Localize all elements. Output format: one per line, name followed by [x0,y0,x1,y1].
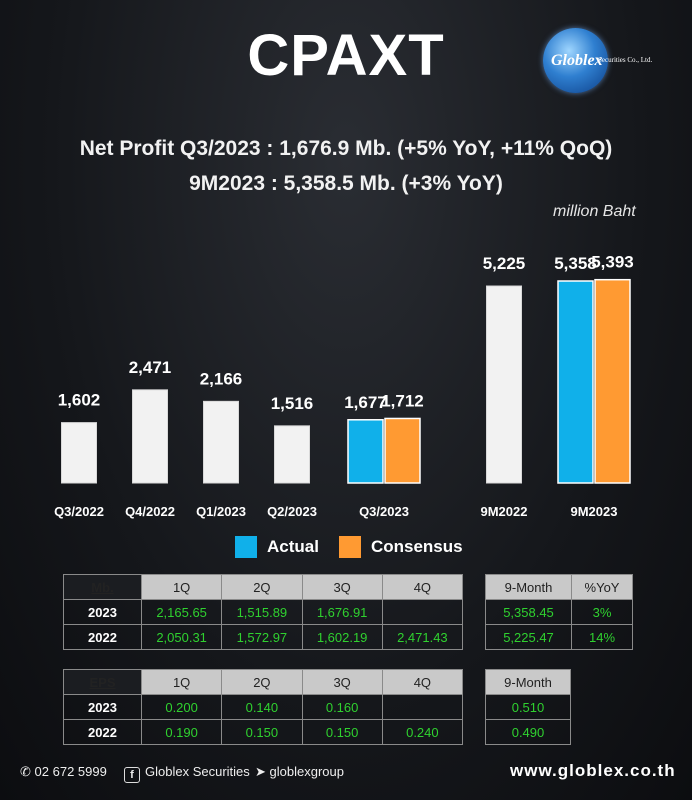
data-label-actual: 2,166 [200,369,243,388]
table-cell: 0.490 [485,719,571,745]
x-tick-label: 9M2023 [571,504,618,519]
table-cell: 2,471.43 [381,624,464,650]
table-cell: 0.190 [140,719,223,745]
footer-facebook[interactable]: f Globlex Securities [124,764,250,783]
legend-swatch-consensus [338,536,361,558]
unit-label: million Baht [553,203,636,220]
bar-actual-9M2023 [557,280,594,484]
table-cell: 1,515.89 [221,599,303,625]
headline-9m: 9M2023 : 5,358.5 Mb. (+3% YoY) [189,172,503,195]
data-label-consensus: 1,712 [381,391,424,410]
table-cell: 2,165.65 [140,599,223,625]
x-tick-label: Q1/2023 [196,504,246,519]
eps-table: EPS 1Q 2Q 3Q 4Q 2023 0.200 0.140 0.160 2… [63,669,464,745]
bar-actual-Q2/2023 [274,425,310,484]
net-profit-9m-table: 9-Month %YoY 5,358.45 3% 5,225.47 14% [485,574,633,650]
telegram-name: globlexgroup [269,764,344,779]
table-header: 2Q [221,574,303,600]
row-year: 2023 [63,694,142,720]
x-tick-label: Q2/2023 [267,504,317,519]
table-row: 0.490 [485,719,571,745]
phone-icon: ✆ [20,764,31,779]
row-year: 2022 [63,719,142,745]
table-cell [381,694,464,720]
globlex-logo [543,28,608,93]
data-label-actual: 5,225 [483,254,526,273]
table-row: 5,358.45 3% [485,599,633,625]
table-cell: 0.150 [301,719,383,745]
table-header: 1Q [140,669,223,695]
bar-actual-Q3/2023 [347,419,384,484]
table-header: 9-Month [485,669,571,695]
table-cell: 0.150 [221,719,303,745]
chart-legend: Actual Consensus [235,536,483,558]
table-cell: 2,050.31 [140,624,223,650]
bar-actual-Q4/2022 [132,389,168,484]
table-row: 5,225.47 14% [485,624,633,650]
logo-name: Globlex [551,52,603,69]
table-header: 3Q [301,574,383,600]
facebook-icon: f [124,767,140,783]
x-tick-label: Q4/2022 [125,504,175,519]
data-label-actual: 1,516 [271,394,314,413]
telegram-icon: ➤ [255,764,266,779]
website-link[interactable]: www.globlex.co.th [510,761,676,780]
eps-9m-table: 9-Month 0.510 0.490 [485,669,571,745]
table-row: 2023 2,165.65 1,515.89 1,676.91 [63,599,464,625]
logo-subtitle: Securities Co., Ltd. [598,56,653,64]
table-cell: 0.240 [381,719,464,745]
table-cell: 1,676.91 [301,599,383,625]
table-header: 1Q [140,574,223,600]
bar-consensus-Q3/2023 [384,417,421,484]
table-header: 2Q [221,669,303,695]
table-header: %YoY [571,574,633,600]
table-cell: 0.140 [221,694,303,720]
legend-label-consensus: Consensus [370,537,463,556]
table-corner: Mb. [63,574,142,600]
table-header: 9-Month [485,574,572,600]
table-row: 2022 0.190 0.150 0.150 0.240 [63,719,464,745]
data-label-actual: 5,358 [554,254,597,273]
table-row: 0.510 [485,694,571,720]
x-tick-label: 9M2022 [481,504,528,519]
table-cell [381,599,464,625]
table-cell: 5,225.47 [485,624,572,650]
bar-consensus-9M2023 [594,278,631,484]
net-profit-table: Mb. 1Q 2Q 3Q 4Q 2023 2,165.65 1,515.89 1… [63,574,464,650]
x-tick-label: Q3/2023 [359,504,409,519]
facebook-name: Globlex Securities [145,764,250,779]
table-cell: 0.160 [301,694,383,720]
page-title: CPAXT [247,23,445,88]
data-label-actual: 2,471 [129,358,172,377]
table-row: 2023 0.200 0.140 0.160 [63,694,464,720]
table-header: 4Q [381,574,464,600]
bar-actual-Q1/2023 [203,400,239,484]
row-year: 2022 [63,624,142,650]
table-cell: 1,572.97 [221,624,303,650]
data-label-actual: 1,602 [58,391,101,410]
x-tick-label: Q3/2022 [54,504,104,519]
table-cell: 14% [571,624,633,650]
table-cell: 5,358.45 [485,599,572,625]
legend-swatch-actual [235,536,257,558]
data-label-consensus: 5,393 [591,253,634,272]
table-cell: 0.510 [485,694,571,720]
table-cell: 3% [571,599,633,625]
bar-actual-9M2022 [486,285,522,484]
table-header: 3Q [301,669,383,695]
headline-q3: Net Profit Q3/2023 : 1,676.9 Mb. (+5% Yo… [79,137,613,160]
footer-telegram[interactable]: ➤ globlexgroup [255,764,344,780]
table-corner: EPS [63,669,142,695]
phone-number: 02 672 5999 [34,764,107,779]
footer-phone: ✆ 02 672 5999 [20,764,107,780]
table-cell: 1,602.19 [301,624,383,650]
data-label-actual: 1,677 [344,393,387,412]
table-row: 2022 2,050.31 1,572.97 1,602.19 2,471.43 [63,624,464,650]
row-year: 2023 [63,599,142,625]
legend-label-actual: Actual [267,537,319,556]
bar-actual-Q3/2022 [61,422,97,484]
table-header: 4Q [381,669,464,695]
table-cell: 0.200 [140,694,223,720]
